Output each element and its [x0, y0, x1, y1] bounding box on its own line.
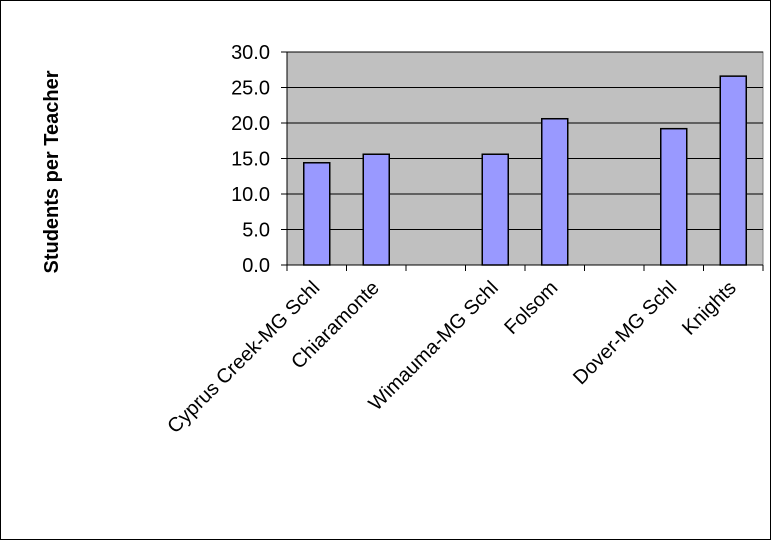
bar — [303, 162, 331, 266]
x-tick-label: Knights — [678, 277, 741, 340]
bars — [303, 75, 747, 266]
x-tick-label: Folsom — [500, 277, 562, 339]
bar — [362, 153, 390, 266]
x-tick-label: Wimauma-MG Schl — [365, 277, 503, 415]
bar — [481, 153, 509, 266]
y-tick-label: 25.0 — [231, 78, 270, 100]
y-tick-label: 30.0 — [231, 42, 270, 64]
y-tick-label: 0.0 — [242, 255, 270, 277]
y-tick-label: 10.0 — [231, 184, 270, 206]
x-tick-label: Dover-MG Schl — [569, 277, 681, 389]
y-tick-label: 20.0 — [231, 113, 270, 135]
x-tick-labels: Cyprus Creek-MG SchlChiaramonteWimauma-M… — [163, 277, 740, 438]
bar — [541, 117, 569, 266]
y-tick-label: 15.0 — [231, 149, 270, 171]
axes — [281, 51, 764, 271]
bar — [660, 127, 688, 266]
bar — [719, 75, 747, 266]
y-axis-label: Students per Teacher — [41, 70, 63, 273]
y-tick-labels: 0.0 5.0 10.0 15.0 20.0 25.0 30.0 — [231, 42, 270, 277]
y-tick-label: 5.0 — [242, 220, 270, 242]
